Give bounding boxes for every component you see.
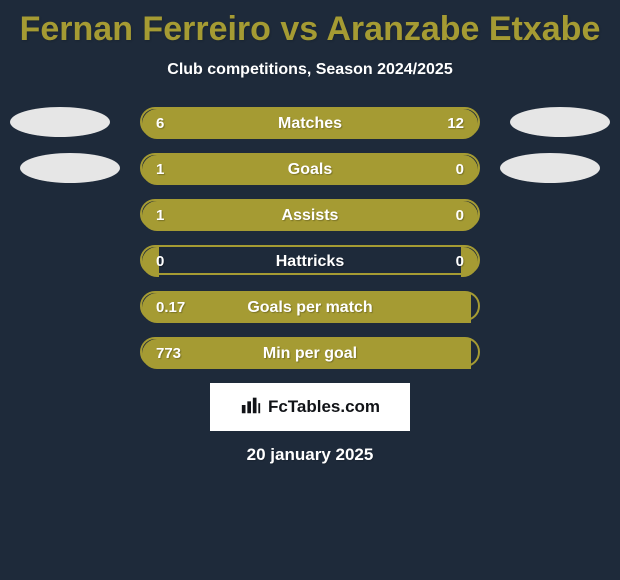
player-left-avatar-2 <box>20 153 120 183</box>
player-left-avatar-1 <box>10 107 110 137</box>
stat-label: Min per goal <box>142 339 478 369</box>
stat-label: Matches <box>142 109 478 139</box>
comparison-infographic: Fernan Ferreiro vs Aranzabe Etxabe Club … <box>0 0 620 580</box>
stat-label: Assists <box>142 201 478 231</box>
stat-row: 10Assists <box>140 199 480 229</box>
source-badge: FcTables.com <box>210 383 410 431</box>
stat-label: Goals <box>142 155 478 185</box>
chart-icon <box>240 394 262 421</box>
stat-row: 0.17Goals per match <box>140 291 480 321</box>
source-badge-text: FcTables.com <box>268 397 380 417</box>
stat-row: 612Matches <box>140 107 480 137</box>
page-title: Fernan Ferreiro vs Aranzabe Etxabe <box>0 0 620 49</box>
date-text: 20 january 2025 <box>0 445 620 465</box>
player-right-avatar-2 <box>500 153 600 183</box>
chart-area: 612Matches 10Goals 10Assists 00Hattricks 0.1… <box>0 107 620 367</box>
stat-row: 10Goals <box>140 153 480 183</box>
stat-rows: 612Matches 10Goals 10Assists 00Hattricks 0.1… <box>0 107 620 367</box>
stat-row: 00Hattricks <box>140 245 480 275</box>
stat-label: Goals per match <box>142 293 478 323</box>
page-subtitle: Club competitions, Season 2024/2025 <box>0 61 620 79</box>
stat-row: 773Min per goal <box>140 337 480 367</box>
player-right-avatar-1 <box>510 107 610 137</box>
stat-label: Hattricks <box>142 247 478 277</box>
